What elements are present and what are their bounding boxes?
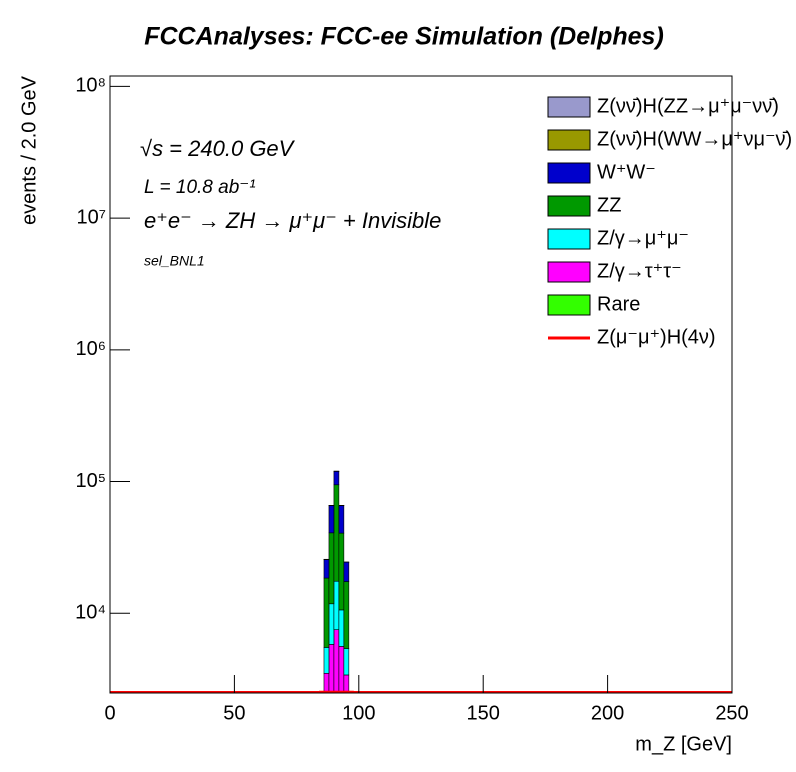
bar-segment [323,577,330,648]
bar-segment [323,647,330,674]
annotation: e⁺e⁻ → ZH → μ⁺μ⁻ + Invisible [144,208,441,233]
legend-swatch [547,228,591,250]
y-tick-label: 10⁸ [75,75,106,97]
legend-swatch [547,162,591,184]
legend-swatch [547,294,591,316]
bar-segment [323,672,330,693]
legend-swatch [547,195,591,217]
bar-segment [343,581,350,649]
y-tick-label: 10⁷ [77,206,106,228]
legend-label: Z/γ→μ⁺μ⁻ [597,227,689,249]
bar-segment [338,505,345,534]
bar-segment [328,644,335,693]
bar-segment [338,609,345,647]
legend-label: ZZ [597,194,621,216]
x-tick-label: 100 [342,702,375,724]
bar-segment [328,505,335,534]
legend-label: Z(νν̄)H(WW→μ⁺νμ⁻ν̄) [597,128,792,150]
annotation: L = 10.8 ab⁻¹ [144,177,256,198]
legend-swatch [547,129,591,151]
x-tick-label: 250 [715,702,748,724]
bar-segment [333,580,340,631]
bar-segment [333,484,340,582]
x-tick-label: 0 [104,702,115,724]
bar-segment [333,629,340,693]
plot-frame [109,75,733,694]
legend-label: Z/γ→τ⁺τ⁻ [597,260,682,282]
x-tick-label: 150 [467,702,500,724]
legend-label: Z(μ⁻μ⁺)H(4ν) [597,326,716,348]
x-tick-label: 200 [591,702,624,724]
y-tick-label: 10⁵ [75,470,106,492]
y-tick-label: 10⁴ [75,602,106,624]
annotation: sel_BNL1 [144,253,205,269]
bar-segment [343,674,350,693]
bar-segment [328,603,335,645]
legend-swatch [547,96,591,118]
legend-label: Z(νν̄)H(ZZ→μ⁺μ⁻νν̄) [597,95,779,117]
chart-title: FCCAnalyses: FCC-ee Simulation (Delphes) [144,23,664,51]
plot-area [318,470,354,693]
legend-label: W⁺W⁻ [597,161,656,183]
bar-segment [338,646,345,693]
bar-segment [328,532,335,605]
bar-segment [343,561,350,582]
y-tick-label: 10⁶ [76,338,106,360]
bar-segment [323,559,330,579]
bar-segment [343,648,350,676]
legend-swatch [547,261,591,283]
x-axis-label: m_Z [GeV] [635,733,732,755]
legend-label: Rare [597,293,640,315]
bar-segment [333,471,340,486]
annotation: √s = 240.0 GeV [140,136,296,161]
y-axis-label: events / 2.0 GeV [18,75,40,225]
x-tick-label: 50 [223,702,245,724]
bar-segment [338,532,345,611]
